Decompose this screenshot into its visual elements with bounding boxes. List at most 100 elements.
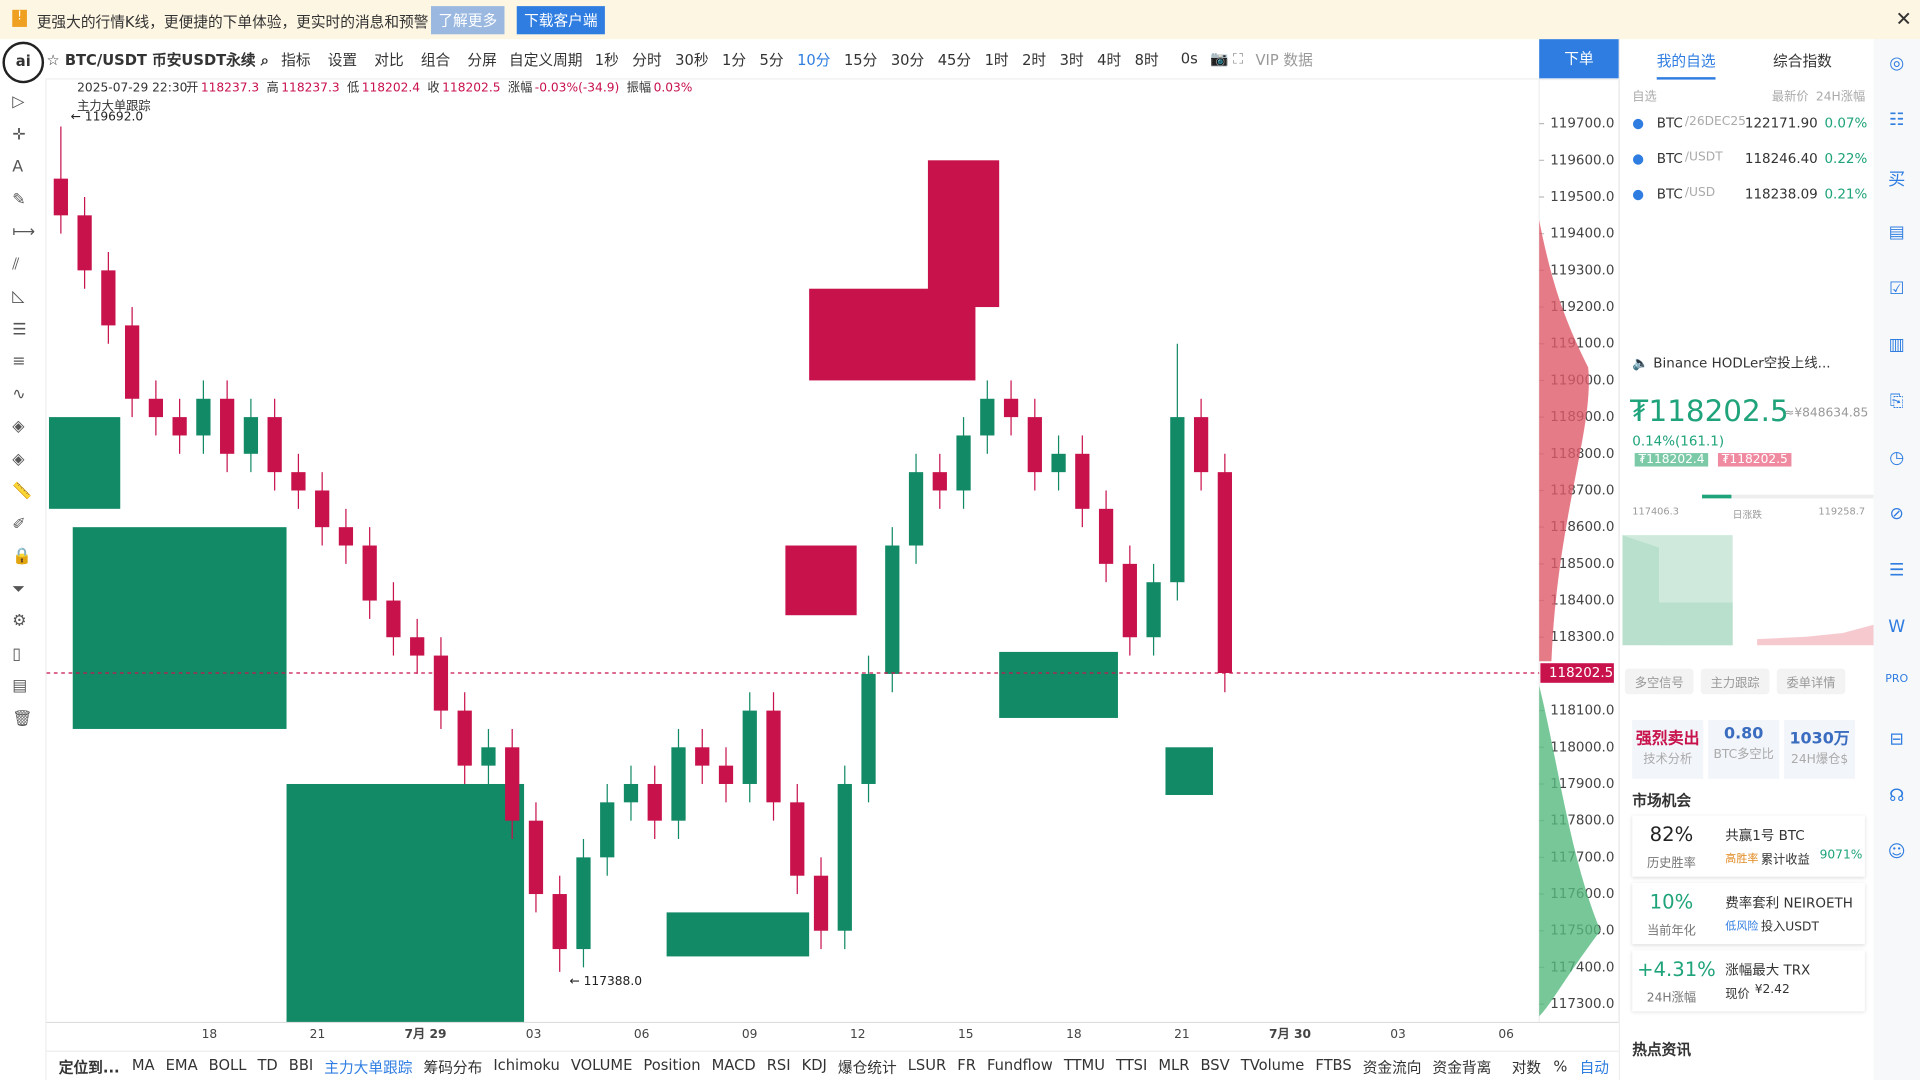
order-button[interactable]: 下单 [1539,39,1619,79]
draw-tool[interactable]: 📏 [12,482,33,501]
indicator[interactable]: 爆仓统计 [837,1058,897,1076]
draw-tool[interactable]: ⫽ [12,255,20,274]
indicator[interactable]: FTBS [1315,1056,1352,1074]
side-icon[interactable]: ⎘ [1889,391,1904,412]
custom-period[interactable]: 自定义周期 [509,50,583,68]
signal-button[interactable]: 委单详情 [1776,668,1846,695]
draw-tool[interactable]: ◺ [12,287,25,307]
indicator[interactable]: MA [131,1056,155,1074]
indicator[interactable]: FR [957,1056,976,1074]
side-icon[interactable]: ⊟ [1889,729,1904,750]
interval[interactable]: 30秒 [675,50,709,68]
draw-tool[interactable]: ⟼ [12,222,36,242]
download-button[interactable]: 下载客户端 [516,6,605,35]
draw-tool[interactable]: ✐ [12,514,26,534]
side-icon[interactable]: ▥ [1888,335,1905,356]
draw-tool[interactable]: ◈ [12,450,25,469]
tab[interactable]: 我的自选 [1656,50,1716,80]
draw-tool[interactable]: ▷ [12,93,25,112]
interval[interactable]: 1时 [984,50,1009,68]
indicator[interactable]: MACD [711,1056,756,1074]
side-icon[interactable]: ☊ [1889,786,1905,806]
interval[interactable]: 分时 [632,50,662,68]
watch-row[interactable]: ● BTC/USDT 118246.40 0.22% [1620,146,1875,182]
signal-button[interactable]: 多空信号 [1624,668,1694,695]
tool[interactable]: 分屏 [467,50,497,68]
side-icon[interactable]: ◷ [1889,448,1905,468]
signal-button[interactable]: 主力跟踪 [1700,668,1770,695]
tool[interactable]: 对比 [374,50,404,68]
indicator[interactable]: Ichimoku [493,1056,560,1074]
auto[interactable]: 自动 [1579,1058,1609,1076]
side-icon[interactable]: W [1888,617,1906,637]
tab[interactable]: 综合指数 [1773,52,1832,70]
news[interactable]: 🔈 Binance HODLer空投上线... [1632,355,1831,372]
indicator[interactable]: 资金背离 [1432,1058,1492,1076]
indicator[interactable]: TD [257,1056,278,1074]
side-icon[interactable]: ▤ [1888,222,1905,243]
watch-row[interactable]: ● BTC/USD 118238.09 0.21% [1620,181,1875,217]
percent[interactable]: % [1553,1057,1568,1076]
learn-more[interactable]: 了解更多 [431,6,505,35]
draw-tool[interactable]: ▯ [12,644,22,664]
draw-tool[interactable]: A [12,157,24,177]
interval[interactable]: 1分 [722,50,747,68]
vip[interactable]: VIP 数据 [1255,50,1313,68]
side-icon[interactable]: ⊘ [1889,504,1904,525]
indicator[interactable]: 筹码分布 [423,1058,483,1076]
locate[interactable]: 定位到... [58,1058,120,1076]
indicator[interactable]: EMA [165,1056,198,1074]
draw-tool[interactable]: ✎ [12,190,26,209]
draw-tool[interactable]: ⏷ [12,579,25,599]
side-icon[interactable]: ☷ [1889,110,1905,130]
tool[interactable]: 指标 [281,50,311,68]
side-icon[interactable]: ☺ [1887,842,1906,863]
camera[interactable]: 📷 ⛶ [1209,49,1244,67]
side-icon[interactable]: ☰ [1889,560,1905,581]
interval[interactable]: 3时 [1059,50,1084,68]
draw-tool[interactable]: ≡ [12,352,26,372]
indicator[interactable]: TVolume [1240,1056,1305,1074]
draw-tool[interactable]: ◈ [12,417,25,436]
indicator[interactable]: VOLUME [570,1056,633,1074]
side-icon[interactable]: ◎ [1889,53,1905,74]
indicator[interactable]: Position [643,1056,701,1074]
indicator[interactable]: 主力大单跟踪 [324,1058,413,1076]
interval[interactable]: 1秒 [594,50,619,68]
interval[interactable]: 45分 [937,50,972,68]
indicator[interactable]: Fundflow [986,1056,1053,1074]
interval[interactable]: 8时 [1134,50,1159,68]
interval[interactable]: 15分 [843,50,878,68]
indicator[interactable]: BBI [288,1056,314,1074]
indicator[interactable]: KDJ [801,1056,827,1074]
card[interactable]: +4.31% 24H涨幅 涨幅最大 TRX 现价 ¥2.42 [1632,950,1865,1012]
side-icon[interactable]: ☑ [1889,279,1905,299]
side-icon[interactable]: PRO [1885,673,1909,686]
draw-tool[interactable]: ⚙ [12,612,27,631]
interval[interactable]: 4时 [1097,50,1122,68]
interval[interactable]: 10分 [797,50,831,68]
symbol[interactable]: ☆ BTC/USDT 币安USDT永续 ⌕ [46,50,269,68]
indicator[interactable]: RSI [766,1056,791,1074]
indicator[interactable]: 资金流向 [1362,1058,1422,1076]
indicator[interactable]: BSV [1200,1056,1230,1074]
interval[interactable]: 5分 [759,50,784,68]
log[interactable]: 对数 [1511,1058,1542,1076]
close-banner[interactable]: ✕ [1895,7,1912,31]
draw-tool[interactable]: ✛ [12,125,26,144]
draw-tool[interactable]: ∿ [12,385,26,404]
indicator[interactable]: TTMU [1063,1056,1105,1074]
watch-row[interactable]: ● BTC/26DEC25 122171.90 0.07% [1620,110,1875,146]
indicator[interactable]: BOLL [208,1056,247,1074]
interval[interactable]: 30分 [890,50,925,68]
draw-tool[interactable]: 🔒 [12,547,33,566]
draw-tool[interactable]: ☰ [12,320,27,339]
card[interactable]: 82% 历史胜率 共赢1号 BTC 高胜率 累计收益 9071% [1632,815,1865,877]
side-icon[interactable]: 买 [1888,170,1906,190]
indicator[interactable]: MLR [1158,1056,1190,1074]
tool[interactable]: 设置 [327,50,358,68]
indicator[interactable]: LSUR [907,1056,947,1074]
draw-tool[interactable]: ▤ [12,677,28,696]
indicator[interactable]: TTSI [1115,1056,1148,1074]
tool[interactable]: 组合 [420,50,451,68]
